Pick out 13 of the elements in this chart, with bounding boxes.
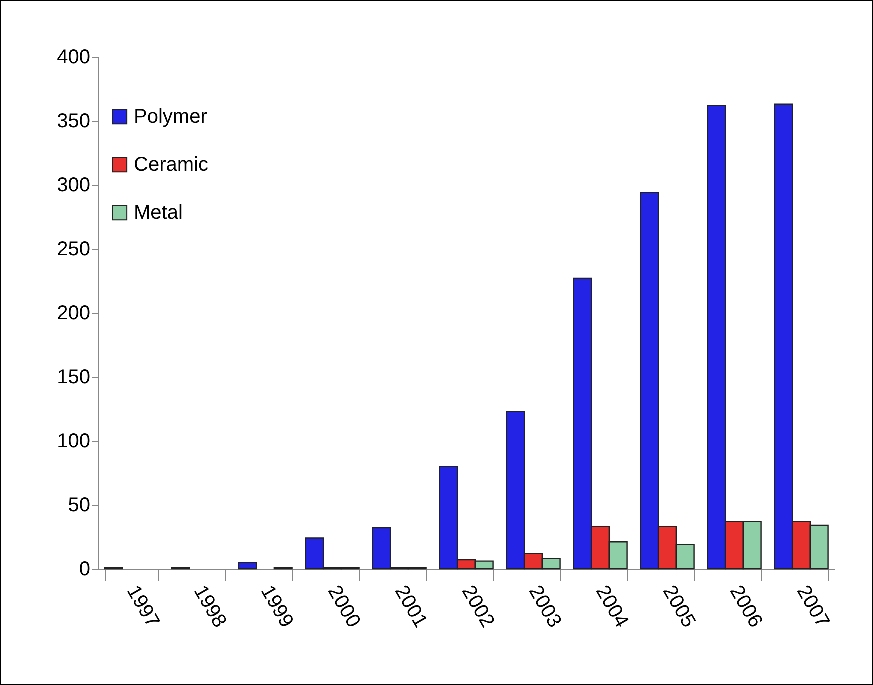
y-tick-label: 150 xyxy=(57,366,90,388)
legend-label: Metal xyxy=(134,202,183,224)
y-tick-label: 300 xyxy=(57,174,90,196)
bar xyxy=(238,562,258,570)
y-tick-label: 250 xyxy=(57,238,90,260)
y-tick-label: 0 xyxy=(79,558,90,580)
y-tick-label: 50 xyxy=(68,494,90,516)
y-tick-label: 400 xyxy=(57,46,90,68)
y-tick-label: 100 xyxy=(57,430,90,452)
legend-label: Polymer xyxy=(134,106,208,128)
y-tick-label: 200 xyxy=(57,302,90,324)
y-tick-label: 350 xyxy=(57,110,90,132)
legend-label: Ceramic xyxy=(134,154,208,176)
